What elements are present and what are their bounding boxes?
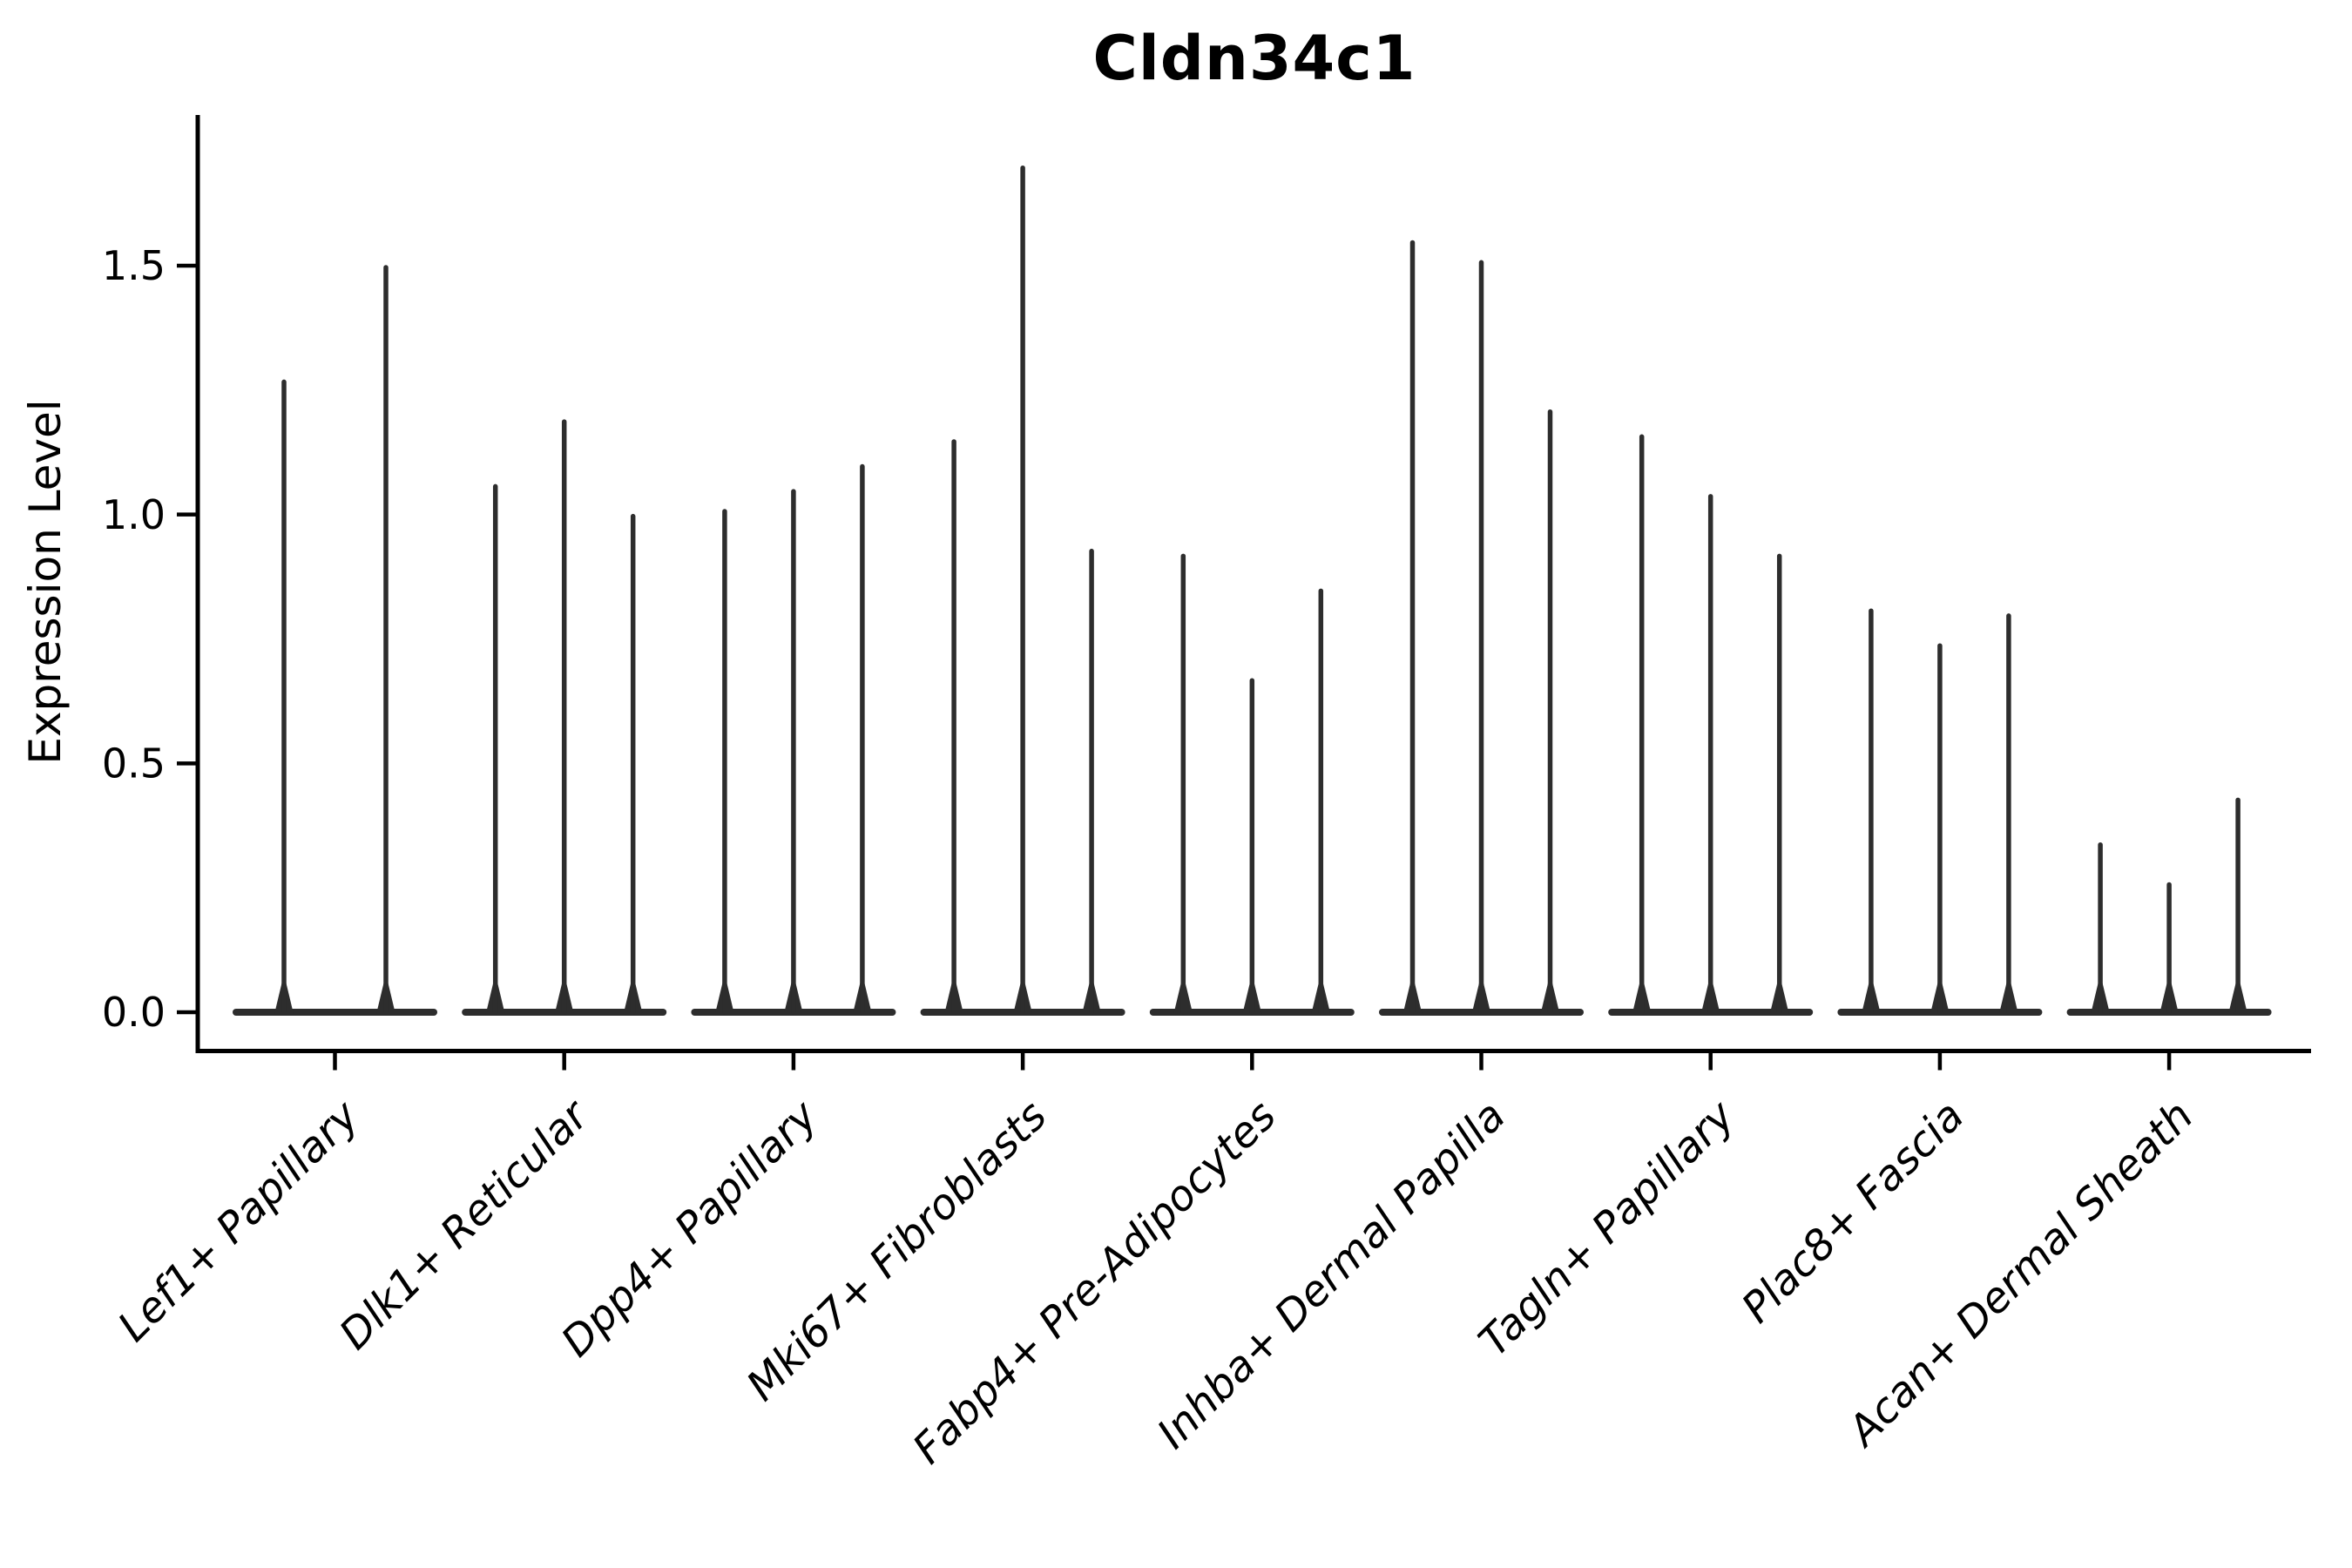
x-tick-label: Fabp4+ Pre-Adipocytes bbox=[903, 1092, 1286, 1474]
x-tick-label: Dlk1+ Reticular bbox=[330, 1090, 600, 1360]
y-tick-label: 0.0 bbox=[102, 989, 166, 1036]
y-tick-label: 1.5 bbox=[102, 242, 166, 289]
violin-baseline bbox=[233, 1009, 437, 1016]
y-tick-label: 0.5 bbox=[102, 740, 166, 787]
x-tick-label: Plac8+ Fascia bbox=[1733, 1092, 1974, 1333]
x-tick-label: Tagln+ Papillary bbox=[1470, 1091, 1745, 1366]
y-tick-label: 1.0 bbox=[102, 491, 166, 538]
x-tick-label: Lef1+ Papillary bbox=[109, 1091, 369, 1351]
x-tick-label: Dpp4+ Papillary bbox=[552, 1091, 828, 1366]
chart-title: Cldn34c1 bbox=[1092, 23, 1416, 94]
